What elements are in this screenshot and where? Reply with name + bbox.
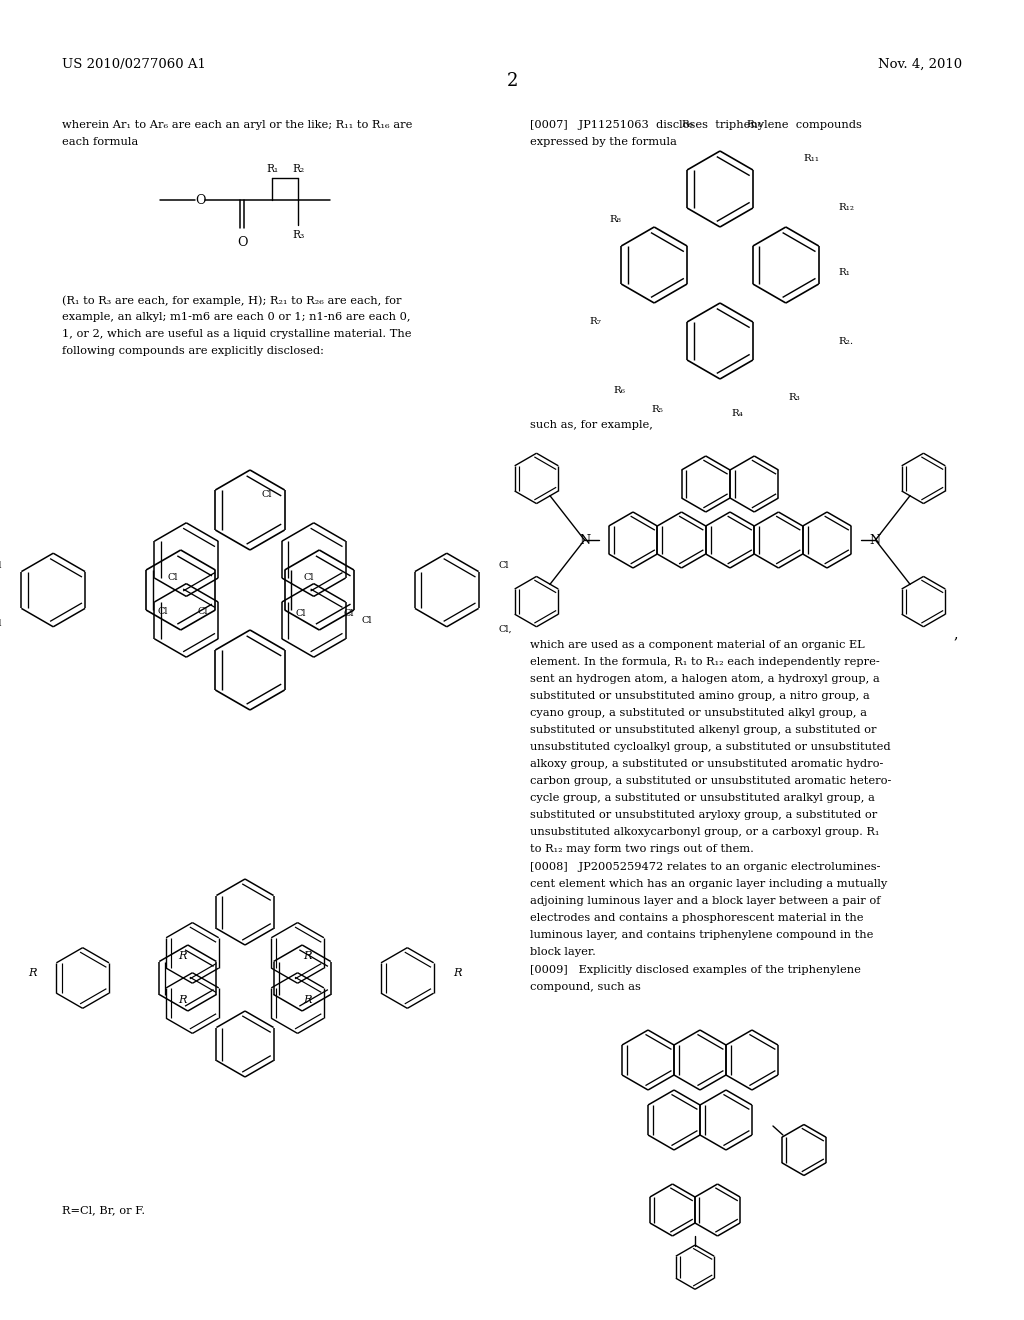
Text: R₂.: R₂. (839, 337, 854, 346)
Text: R₁₂: R₁₂ (839, 203, 854, 213)
Text: substituted or unsubstituted amino group, a nitro group, a: substituted or unsubstituted amino group… (530, 690, 869, 701)
Text: following compounds are explicitly disclosed:: following compounds are explicitly discl… (62, 346, 324, 356)
Text: US 2010/0277060 A1: US 2010/0277060 A1 (62, 58, 206, 71)
Text: example, an alkyl; m1-m6 are each 0 or 1; n1-n6 are each 0,: example, an alkyl; m1-m6 are each 0 or 1… (62, 312, 411, 322)
Text: Cl: Cl (303, 573, 314, 582)
Text: Cl: Cl (343, 610, 353, 618)
Text: R: R (29, 968, 37, 978)
Text: element. In the formula, R₁ to R₁₂ each independently repre-: element. In the formula, R₁ to R₁₂ each … (530, 657, 880, 667)
Text: Cl: Cl (198, 607, 208, 616)
Text: R: R (303, 995, 312, 1006)
Text: electrodes and contains a phosphorescent material in the: electrodes and contains a phosphorescent… (530, 913, 863, 923)
Text: N: N (869, 535, 881, 548)
Text: R=Cl, Br, or F.: R=Cl, Br, or F. (62, 1205, 145, 1214)
Text: R₈: R₈ (609, 215, 622, 224)
Text: [0007]   JP11251063  discloses  triphenylene  compounds: [0007] JP11251063 discloses triphenylene… (530, 120, 862, 129)
Text: wherein Ar₁ to Ar₆ are each an aryl or the like; R₁₁ to R₁₆ are: wherein Ar₁ to Ar₆ are each an aryl or t… (62, 120, 413, 129)
Text: block layer.: block layer. (530, 946, 596, 957)
Text: cyano group, a substituted or unsubstituted alkyl group, a: cyano group, a substituted or unsubstitu… (530, 708, 867, 718)
Text: R₄: R₄ (731, 409, 743, 417)
Text: Cl: Cl (168, 573, 178, 582)
Text: N: N (579, 535, 590, 548)
Text: [0008]   JP2005259472 relates to an organic electrolumines-: [0008] JP2005259472 relates to an organi… (530, 862, 881, 873)
Text: such as, for example,: such as, for example, (530, 420, 653, 430)
Text: carbon group, a substituted or unsubstituted aromatic hetero-: carbon group, a substituted or unsubstit… (530, 776, 891, 785)
Text: unsubstituted alkoxycarbonyl group, or a carboxyl group. R₁: unsubstituted alkoxycarbonyl group, or a… (530, 828, 880, 837)
Text: R₁: R₁ (266, 164, 279, 174)
Text: R: R (178, 950, 186, 961)
Text: Cl,: Cl, (499, 624, 512, 634)
Text: R: R (453, 968, 462, 978)
Text: Cl: Cl (296, 610, 306, 618)
Text: each formula: each formula (62, 137, 138, 147)
Text: sent an hydrogen atom, a halogen atom, a hydroxyl group, a: sent an hydrogen atom, a halogen atom, a… (530, 675, 880, 684)
Text: unsubstituted cycloalkyl group, a substituted or unsubstituted: unsubstituted cycloalkyl group, a substi… (530, 742, 891, 752)
Text: R: R (178, 995, 186, 1006)
Text: Cl: Cl (158, 607, 168, 616)
Text: 2: 2 (506, 73, 518, 90)
Text: R₆: R₆ (613, 385, 625, 395)
Text: compound, such as: compound, such as (530, 982, 641, 993)
Text: 1, or 2, which are useful as a liquid crystalline material. The: 1, or 2, which are useful as a liquid cr… (62, 329, 412, 339)
Text: R₉: R₉ (682, 120, 693, 129)
Text: R: R (303, 950, 312, 961)
Text: to R₁₂ may form two rings out of them.: to R₁₂ may form two rings out of them. (530, 843, 754, 854)
Text: expressed by the formula: expressed by the formula (530, 137, 677, 147)
Text: (R₁ to R₃ are each, for example, H); R₂₁ to R₂₆ are each, for: (R₁ to R₃ are each, for example, H); R₂₁… (62, 294, 401, 305)
Text: R₁₁: R₁₁ (804, 154, 819, 164)
Text: Cl: Cl (361, 616, 372, 624)
Text: substituted or unsubstituted aryloxy group, a substituted or: substituted or unsubstituted aryloxy gro… (530, 810, 878, 820)
Text: Cl: Cl (499, 561, 509, 569)
Text: Nov. 4, 2010: Nov. 4, 2010 (878, 58, 962, 71)
Text: Cl: Cl (0, 619, 2, 628)
Text: O: O (196, 194, 206, 207)
Text: cent element which has an organic layer including a mutually: cent element which has an organic layer … (530, 879, 887, 888)
Text: R₃: R₃ (292, 230, 304, 240)
Text: R₅: R₅ (651, 405, 663, 414)
Text: R₁: R₁ (839, 268, 850, 277)
Text: O: O (237, 236, 247, 249)
Text: [0009]   Explicitly disclosed examples of the triphenylene: [0009] Explicitly disclosed examples of … (530, 965, 861, 975)
Text: ,: , (953, 627, 958, 640)
Text: Cl: Cl (262, 490, 272, 499)
Text: luminous layer, and contains triphenylene compound in the: luminous layer, and contains triphenylen… (530, 931, 873, 940)
Text: cycle group, a substituted or unsubstituted aralkyl group, a: cycle group, a substituted or unsubstitu… (530, 793, 874, 803)
Text: R₃: R₃ (788, 393, 800, 403)
Text: R₁₀: R₁₀ (746, 120, 763, 129)
Text: substituted or unsubstituted alkenyl group, a substituted or: substituted or unsubstituted alkenyl gro… (530, 725, 877, 735)
Text: R₂: R₂ (292, 164, 304, 174)
Text: Cl: Cl (0, 561, 2, 569)
Text: which are used as a component material of an organic EL: which are used as a component material o… (530, 640, 864, 649)
Text: R₇: R₇ (590, 318, 601, 326)
Text: alkoxy group, a substituted or unsubstituted aromatic hydro-: alkoxy group, a substituted or unsubstit… (530, 759, 884, 770)
Text: adjoining luminous layer and a block layer between a pair of: adjoining luminous layer and a block lay… (530, 896, 881, 906)
